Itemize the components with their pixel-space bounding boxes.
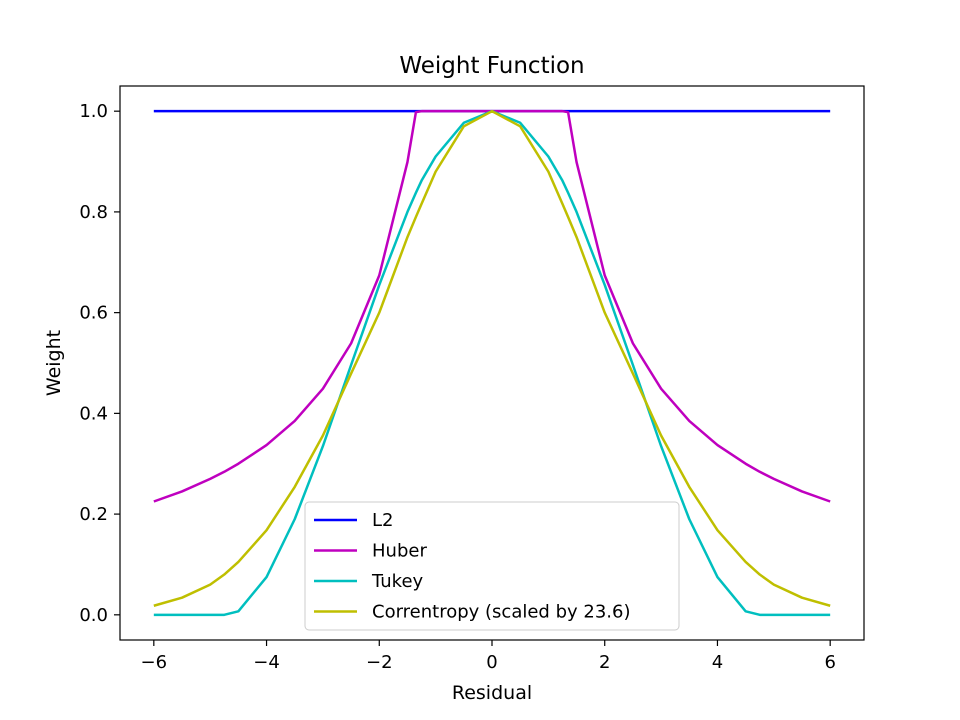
- y-tick-label: 0.4: [79, 403, 108, 424]
- series-layer: [153, 109, 831, 617]
- legend: L2 Huber Tukey Correntropy (scaled by 23.6): [304, 501, 680, 631]
- legend-label-3: Correntropy (scaled by 23.6): [372, 602, 630, 623]
- x-tick-label: 6: [824, 652, 835, 673]
- y-tick-label: 0.8: [79, 202, 108, 223]
- y-axis-label: Weight: [43, 330, 65, 396]
- legend-box: [304, 501, 680, 631]
- legend-label-0: L2: [372, 510, 393, 531]
- x-tick-label: 4: [712, 652, 723, 673]
- x-tick-label: 2: [599, 652, 610, 673]
- y-tick-label: 0.6: [79, 303, 108, 324]
- x-axis: −6 −4 −2 0 2 4 6: [141, 640, 836, 673]
- y-tick-label: 1.0: [79, 101, 108, 122]
- x-axis-label: Residual: [452, 682, 532, 704]
- chart-title: Weight Function: [399, 53, 584, 79]
- legend-label-2: Tukey: [371, 571, 424, 592]
- y-tick-label: 0.2: [79, 504, 108, 525]
- legend-label-1: Huber: [372, 541, 427, 562]
- y-tick-label: 0.0: [79, 605, 108, 626]
- x-tick-label: −4: [253, 652, 280, 673]
- x-tick-label: −2: [366, 652, 393, 673]
- x-tick-label: −6: [141, 652, 168, 673]
- x-tick-label: 0: [486, 652, 497, 673]
- series-line-3: [153, 109, 831, 607]
- y-axis: 0.0 0.2 0.4 0.6 0.8 1.0: [79, 101, 120, 626]
